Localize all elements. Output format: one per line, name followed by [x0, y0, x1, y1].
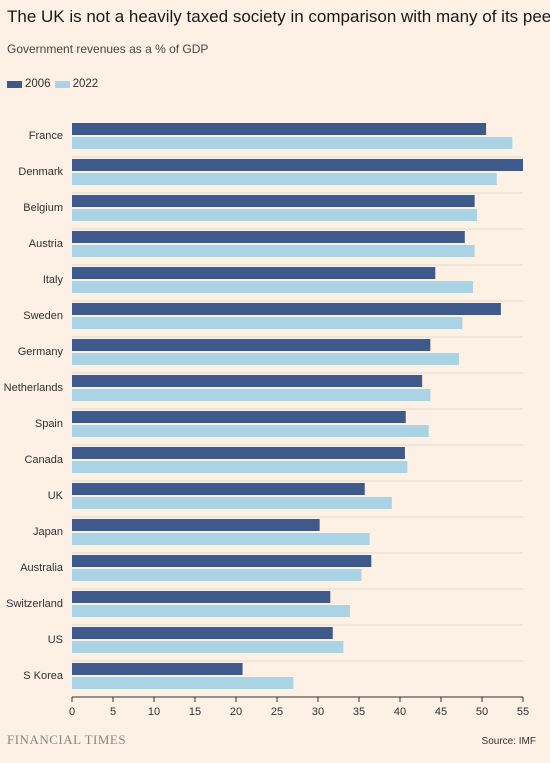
category-label: Switzerland	[6, 598, 63, 610]
source-note: Source: IMF	[481, 736, 536, 747]
category-label: Canada	[24, 454, 63, 466]
bar-2022-netherlands	[72, 389, 431, 401]
legend-label-2006: 2006	[25, 78, 51, 90]
bar-2006-australia	[72, 555, 372, 567]
chart-title: The UK is not a heavily taxed society in…	[7, 7, 550, 26]
bar-2006-switzerland	[72, 591, 331, 603]
category-label: UK	[48, 490, 64, 502]
x-tick-label: 10	[148, 706, 160, 718]
legend-swatch-2006	[7, 80, 22, 88]
bar-2006-italy	[72, 267, 436, 279]
bar-2022-italy	[72, 281, 473, 293]
bar-2006-denmark	[72, 159, 523, 171]
x-tick-label: 0	[69, 706, 75, 718]
bar-2022-austria	[72, 245, 475, 257]
bar-2006-canada	[72, 447, 405, 459]
category-label: France	[29, 130, 63, 142]
category-label: Germany	[18, 346, 64, 358]
bar-2022-canada	[72, 461, 408, 473]
legend: 2006 2022	[7, 78, 102, 90]
bar-2006-uk	[72, 483, 365, 495]
x-tick-label: 45	[435, 706, 447, 718]
x-tick-label: 5	[110, 706, 116, 718]
bar-2022-denmark	[72, 173, 497, 185]
bar-2006-netherlands	[72, 375, 423, 387]
category-label: Denmark	[18, 166, 63, 178]
bar-2006-s-korea	[72, 663, 243, 675]
bar-2022-spain	[72, 425, 429, 437]
bar-2006-us	[72, 627, 333, 639]
legend-item-2006: 2006	[7, 78, 51, 90]
bar-2006-belgium	[72, 195, 475, 207]
ft-brand-logo: FINANCIAL TIMES	[7, 732, 127, 747]
bar-2022-germany	[72, 353, 460, 365]
bar-chart: France Denmark Belgium Austria Italy Sweden Ge…	[4, 123, 529, 718]
category-label: Australia	[20, 562, 64, 574]
bar-2022-belgium	[72, 209, 478, 221]
x-tick-label: 30	[312, 706, 324, 718]
bar-2022-france	[72, 137, 513, 149]
category-label: Italy	[43, 274, 64, 286]
legend-swatch-2022	[54, 80, 70, 88]
x-tick-label: 15	[189, 706, 201, 718]
category-label: US	[48, 634, 63, 646]
bar-2022-australia	[72, 569, 362, 581]
bar-2006-sweden	[72, 303, 501, 315]
legend-label-2022: 2022	[72, 78, 99, 90]
bar-2022-s-korea	[72, 677, 294, 689]
bar-2006-austria	[72, 231, 465, 243]
bar-2006-spain	[72, 411, 406, 423]
bar-2006-france	[72, 123, 487, 135]
category-label: Austria	[29, 238, 64, 250]
x-tick-label: 25	[271, 706, 283, 718]
category-label: Netherlands	[4, 382, 64, 394]
bar-2006-germany	[72, 339, 431, 351]
category-label: Japan	[33, 526, 63, 538]
category-label: S Korea	[23, 670, 64, 682]
bar-2006-japan	[72, 519, 320, 531]
bar-2022-sweden	[72, 317, 463, 329]
category-label: Spain	[35, 418, 63, 430]
x-tick-label: 35	[353, 706, 365, 718]
x-tick-label: 20	[230, 706, 242, 718]
bar-2022-us	[72, 641, 344, 653]
chart-subtitle: Government revenues as a % of GDP	[7, 42, 209, 56]
bar-2022-switzerland	[72, 605, 350, 617]
category-label: Belgium	[23, 202, 63, 214]
bar-2022-uk	[72, 497, 392, 509]
bar-2022-japan	[72, 533, 370, 545]
legend-item-2022: 2022	[54, 78, 99, 90]
x-tick-label: 40	[394, 706, 406, 718]
x-tick-label: 50	[476, 706, 488, 718]
x-tick-label: 55	[517, 706, 529, 718]
category-label: Sweden	[23, 310, 63, 322]
